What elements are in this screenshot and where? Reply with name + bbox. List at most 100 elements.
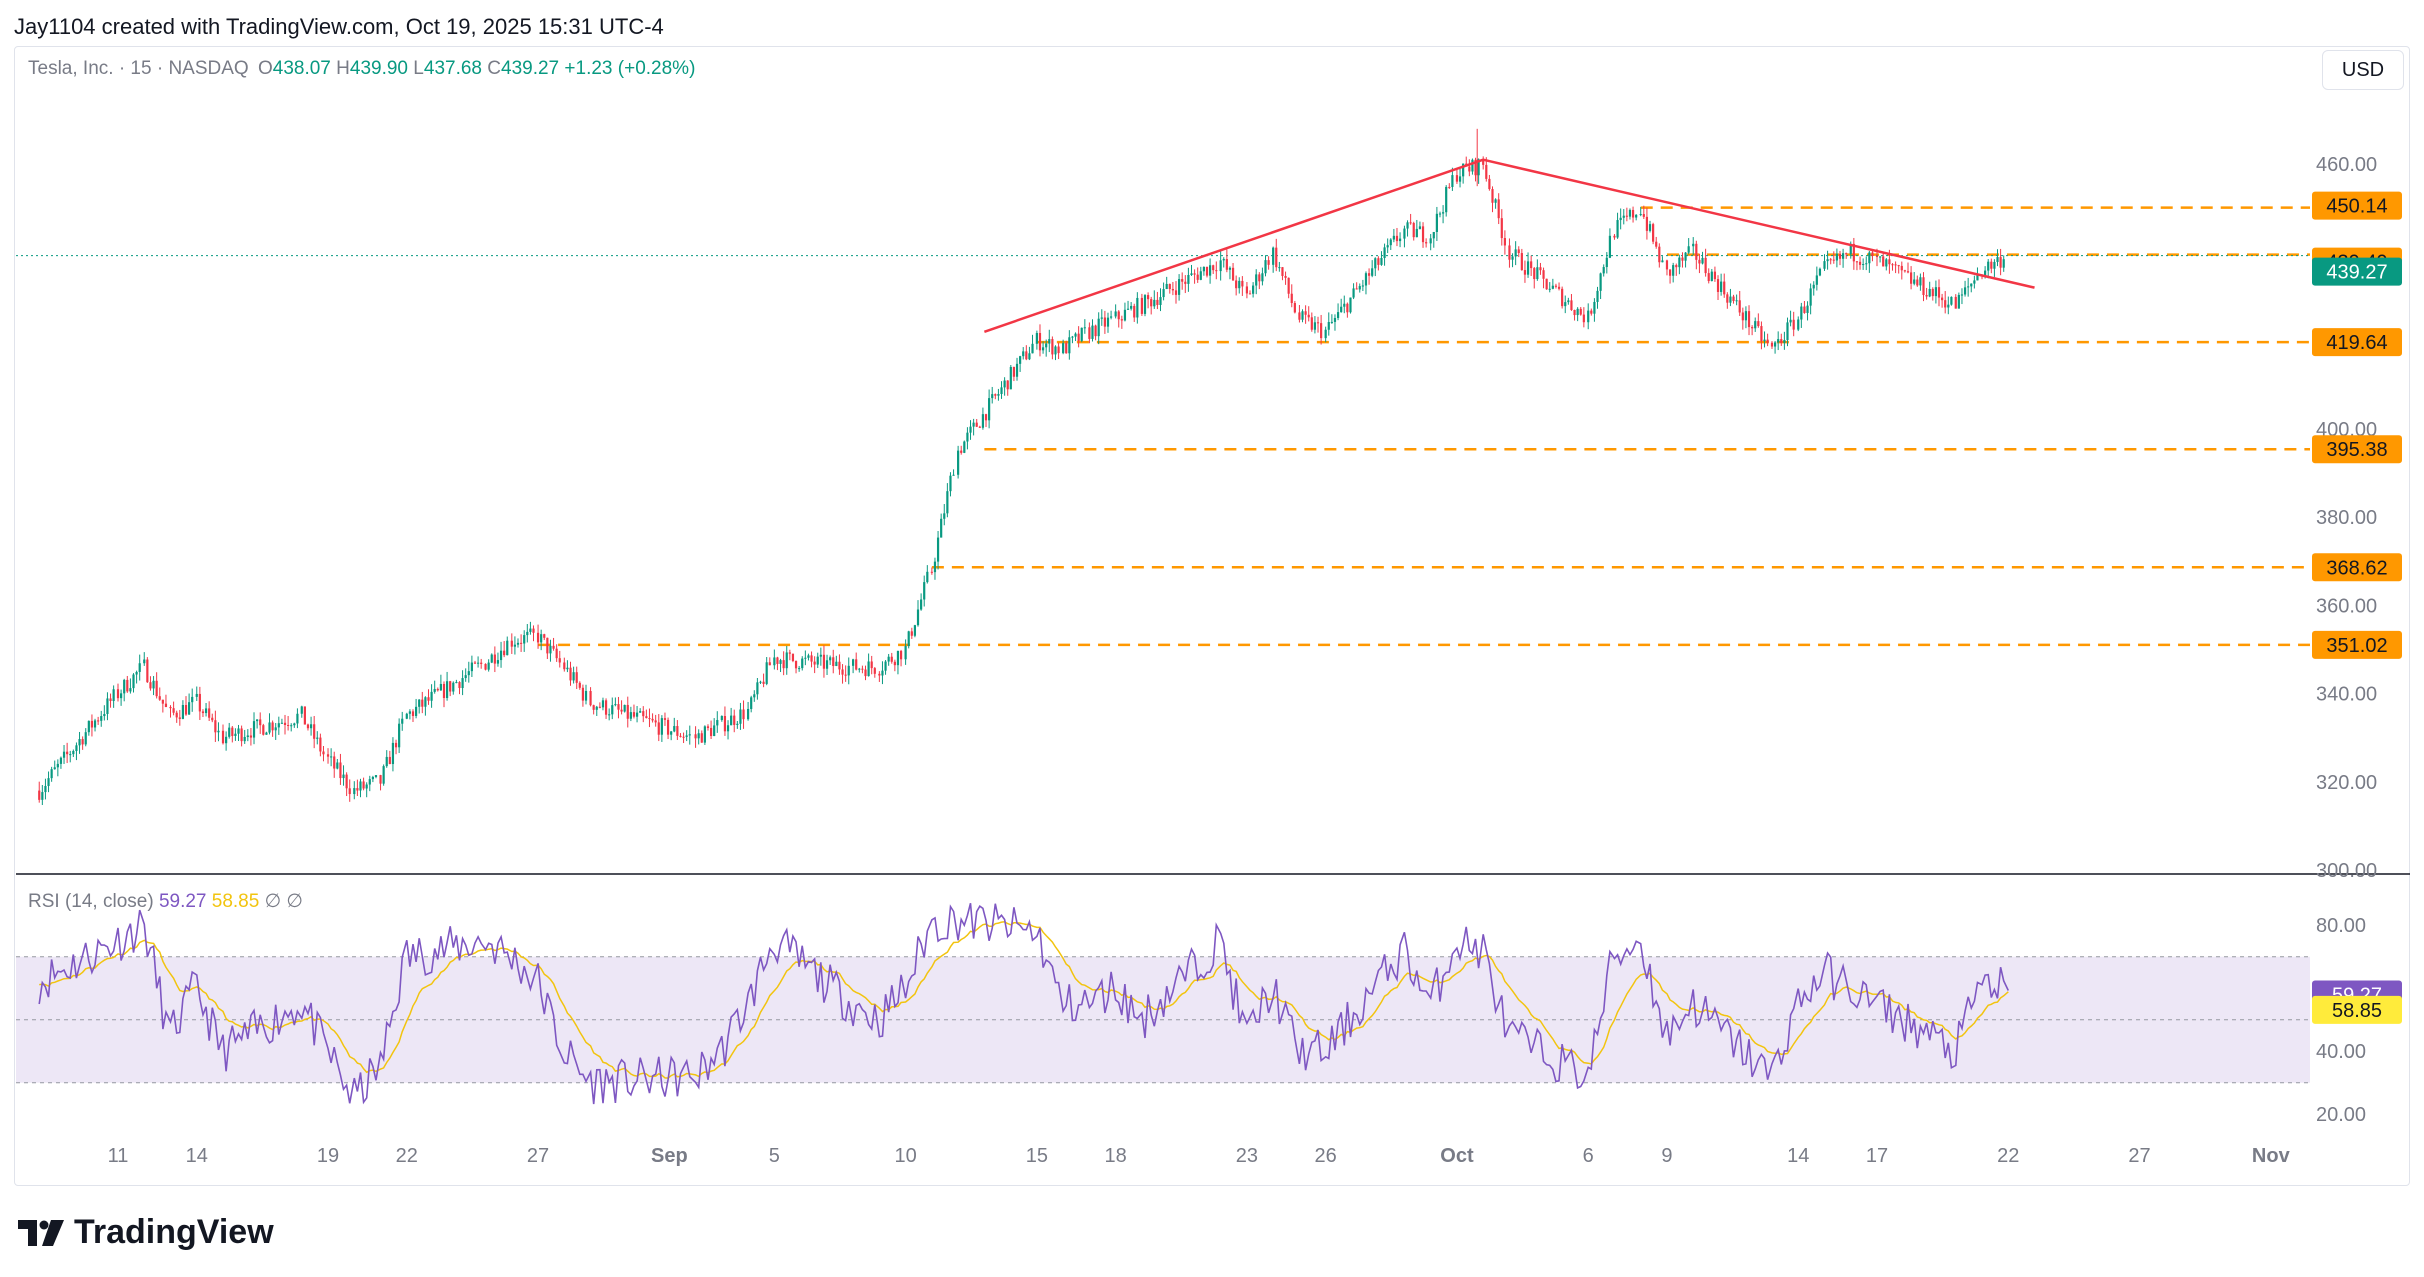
candle-body (1590, 310, 1593, 314)
candle-body (1048, 339, 1051, 344)
rsi-label[interactable]: RSI (14, close) (28, 891, 154, 912)
candle-body (1757, 321, 1760, 327)
candle-body (1818, 268, 1822, 276)
symbol-name[interactable]: Tesla, Inc. · 15 · NASDAQ (28, 58, 249, 79)
candle-body (685, 735, 688, 737)
candle-body (1713, 271, 1717, 280)
candle-body (896, 650, 900, 666)
candle-body (563, 662, 566, 670)
candle-body (427, 697, 430, 701)
time-tick-label: 27 (2128, 1145, 2150, 1167)
candle-body (1692, 243, 1695, 247)
candle-body (1000, 387, 1003, 395)
candle-body (660, 718, 663, 735)
candle-body (1766, 339, 1769, 343)
candle-body (1235, 280, 1238, 289)
candle-body (1661, 260, 1664, 263)
candle-body (1485, 164, 1488, 179)
candle-body (1445, 186, 1448, 213)
candle-body (1593, 301, 1596, 314)
candle-body (639, 711, 642, 713)
candle-body (1248, 293, 1252, 295)
candle-body (1126, 308, 1130, 310)
candle-body (1474, 159, 1477, 176)
level-price-tag-bg (2312, 328, 2402, 357)
candle-body (1278, 267, 1281, 269)
candle-body (1054, 346, 1057, 355)
candle-body (1681, 257, 1684, 261)
candle-body (1732, 296, 1735, 301)
rsi-legend: RSI (14, close) 59.27 58.85 ∅ ∅ (28, 890, 303, 913)
candle-body (259, 719, 262, 726)
candle-body (1346, 303, 1349, 313)
candle-body (333, 756, 336, 769)
price-tick-label: 460.00 (2316, 154, 2377, 176)
candle-body (611, 705, 614, 715)
candle-body (1425, 242, 1428, 244)
candle-body (228, 727, 231, 737)
time-axis[interactable]: 11 14 19 22 27 Sep 5 10 15 18 23 26 Oct 6 9 14 17 22 27 Nov (108, 1145, 2291, 1167)
price-axis[interactable]: 460.00400.00380.00360.00340.00320.00300.… (2316, 154, 2377, 1126)
candle-body (470, 662, 473, 672)
candle-body (1418, 226, 1422, 229)
candle-body (204, 708, 208, 714)
candle-body (271, 722, 274, 731)
candle-body (1156, 299, 1159, 305)
candle-body (1906, 271, 1910, 273)
candle-body (493, 654, 496, 664)
candle-body (670, 731, 673, 735)
candle-body (801, 658, 804, 669)
candle-body (1916, 279, 1919, 286)
author-line: Jay1104 created with TradingView.com, Oc… (14, 14, 664, 39)
candle-body (368, 779, 371, 785)
candle-body (1009, 366, 1012, 390)
candle-body (1143, 295, 1147, 314)
candle-body (1530, 261, 1533, 269)
low-value: 437.68 (423, 58, 482, 79)
currency-button[interactable]: USD (2322, 50, 2404, 90)
time-tick-label: Nov (2252, 1145, 2291, 1167)
last-price-tag-text: 439.27 (2326, 262, 2387, 284)
candle-body (623, 704, 626, 712)
candle-body (116, 689, 120, 699)
candle-body (578, 682, 581, 688)
candle-body (1735, 300, 1738, 302)
candle-body (59, 757, 63, 764)
candle-body (1587, 310, 1590, 323)
candle-body (1094, 325, 1097, 337)
candle-body (1701, 257, 1704, 264)
level-price-tag: 351.02 (2312, 630, 2402, 659)
rsi-legend-extra: ∅ ∅ (264, 891, 303, 912)
candle-body (100, 716, 103, 721)
candle-body (66, 751, 69, 755)
candle-body (819, 654, 822, 657)
candle-body (132, 674, 135, 689)
candle-body (138, 663, 141, 672)
candle-body (365, 784, 368, 789)
candle-body (152, 680, 155, 689)
candle-body (283, 722, 287, 726)
candle-body (464, 675, 467, 679)
candle-body (949, 475, 952, 492)
candle-body (1841, 253, 1845, 259)
level-price-tag-text: 368.62 (2326, 557, 2387, 579)
candle-body (1922, 277, 1925, 296)
candle-body (84, 732, 87, 745)
candle-body (1374, 258, 1377, 269)
candle-body (1284, 275, 1287, 278)
candle-body (1123, 309, 1127, 321)
trend-line (983, 158, 1484, 333)
candle-body (175, 712, 178, 718)
candle-body (589, 690, 592, 706)
candle-body (1672, 265, 1675, 276)
candle-body (1931, 288, 1934, 297)
candle-body (1511, 256, 1514, 260)
candle-body (1159, 297, 1162, 305)
candle-body (1561, 288, 1564, 307)
candle-body (916, 609, 920, 626)
candle-body (1551, 285, 1554, 289)
candle-body (1622, 215, 1625, 218)
rsi-ma-tag-text: 58.85 (2332, 1000, 2382, 1022)
candle-body (1261, 273, 1264, 282)
